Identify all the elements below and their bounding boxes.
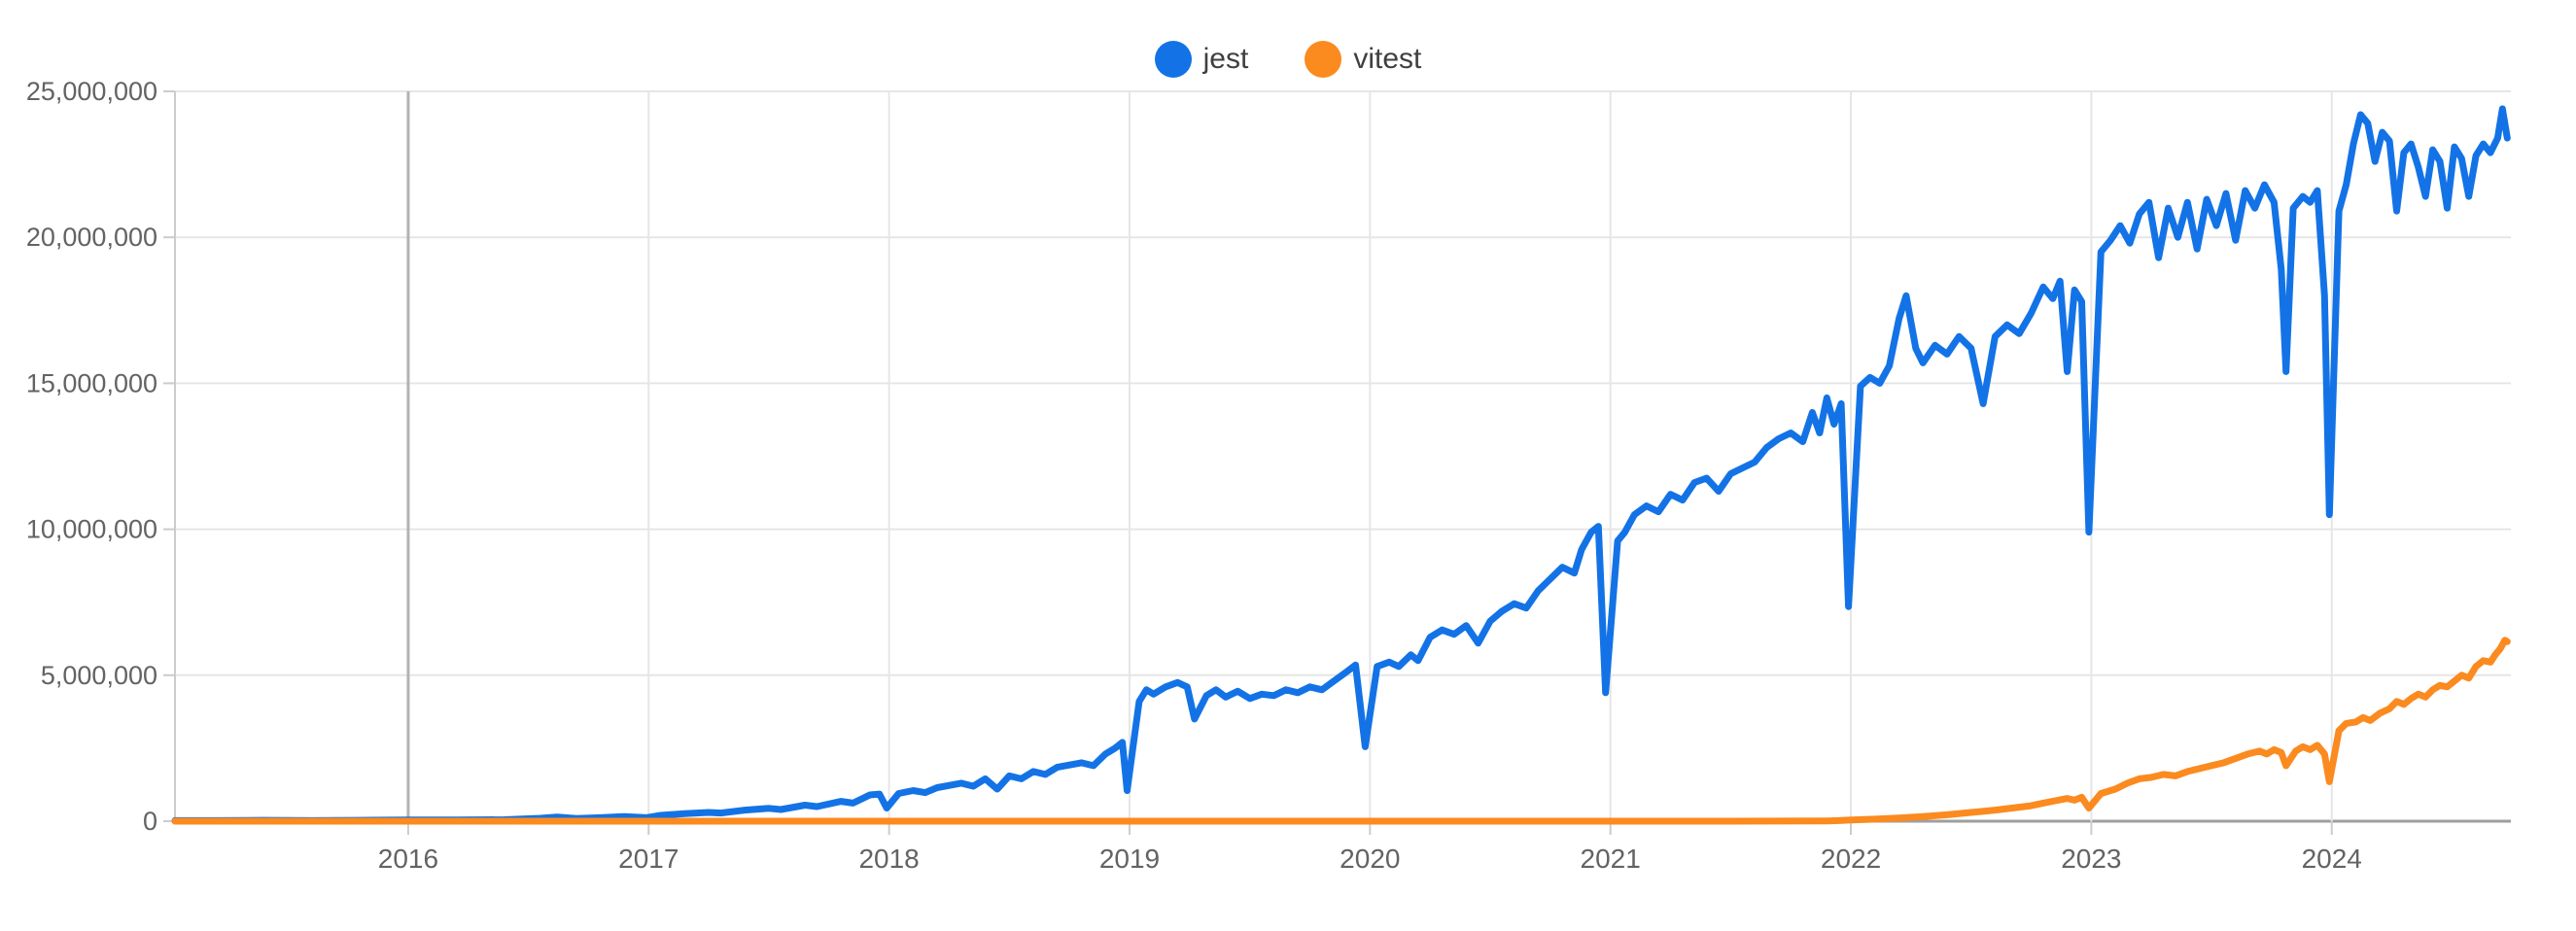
x-axis-label: 2024 — [2302, 844, 2362, 874]
y-axis-label: 5,000,000 — [41, 661, 157, 690]
x-axis-label: 2016 — [378, 844, 438, 874]
y-axis-label: 10,000,000 — [26, 515, 157, 544]
legend-label-jest: jest — [1202, 43, 1249, 75]
y-axis-label: 25,000,000 — [26, 77, 157, 106]
x-axis-label: 2021 — [1581, 844, 1641, 874]
x-axis-label: 2022 — [1821, 844, 1881, 874]
x-axis-label: 2020 — [1340, 844, 1400, 874]
y-axis-label: 20,000,000 — [26, 223, 157, 252]
legend-dot-jest-icon — [1154, 41, 1192, 78]
chart-legend: jest vitest — [0, 41, 2576, 78]
legend-item-jest: jest — [1154, 41, 1249, 78]
y-axis-label: 0 — [143, 807, 157, 836]
legend-dot-vitest-icon — [1305, 41, 1342, 78]
x-axis-label: 2019 — [1099, 844, 1160, 874]
x-axis-label: 2017 — [618, 844, 679, 874]
x-axis-label: 2023 — [2061, 844, 2121, 874]
series-line-vitest[interactable] — [171, 637, 2511, 825]
x-axis-label: 2018 — [858, 844, 919, 874]
legend-label-vitest: vitest — [1353, 43, 1422, 75]
legend-item-vitest: vitest — [1305, 41, 1421, 78]
series-line-jest[interactable] — [171, 105, 2511, 824]
y-axis-label: 15,000,000 — [26, 368, 157, 397]
